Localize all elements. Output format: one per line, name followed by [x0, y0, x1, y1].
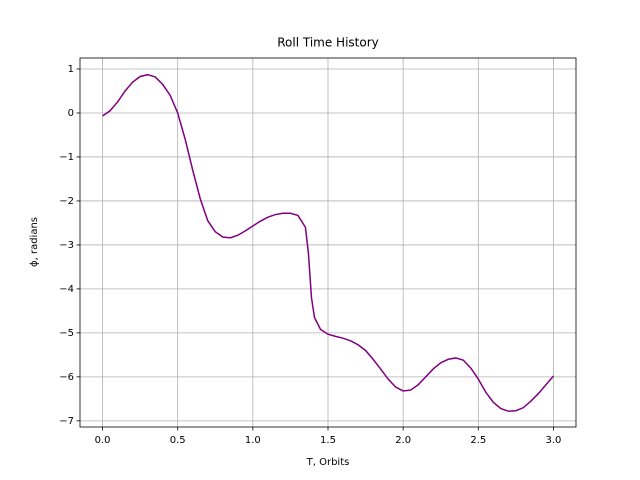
y-tick-label: −5 [59, 328, 74, 339]
y-tick-label: −1 [59, 152, 74, 163]
x-tick-label: 2.5 [470, 435, 486, 446]
y-tick-label: −6 [59, 372, 74, 383]
x-tick-label: 2.0 [395, 435, 411, 446]
x-tick-label: 0.0 [95, 435, 111, 446]
y-tick-label: −2 [59, 196, 74, 207]
x-axis-label: T, Orbits [306, 457, 350, 468]
plot-frame [79, 57, 577, 428]
x-tick-label: 0.5 [170, 435, 186, 446]
y-tick-label: 1 [68, 64, 74, 75]
x-tick-label: 3.0 [546, 435, 562, 446]
y-tick-label: 0 [68, 108, 74, 119]
line-series [102, 73, 555, 412]
chart-title: Roll Time History [277, 36, 379, 50]
y-tick-label: −7 [59, 416, 74, 427]
y-tick-label: −4 [59, 284, 74, 295]
y-tick-label: −3 [59, 240, 74, 251]
x-tick-label: 1.0 [245, 435, 261, 446]
x-tick-label: 1.5 [320, 435, 336, 446]
y-axis-label: ϕ, radians [29, 217, 40, 267]
